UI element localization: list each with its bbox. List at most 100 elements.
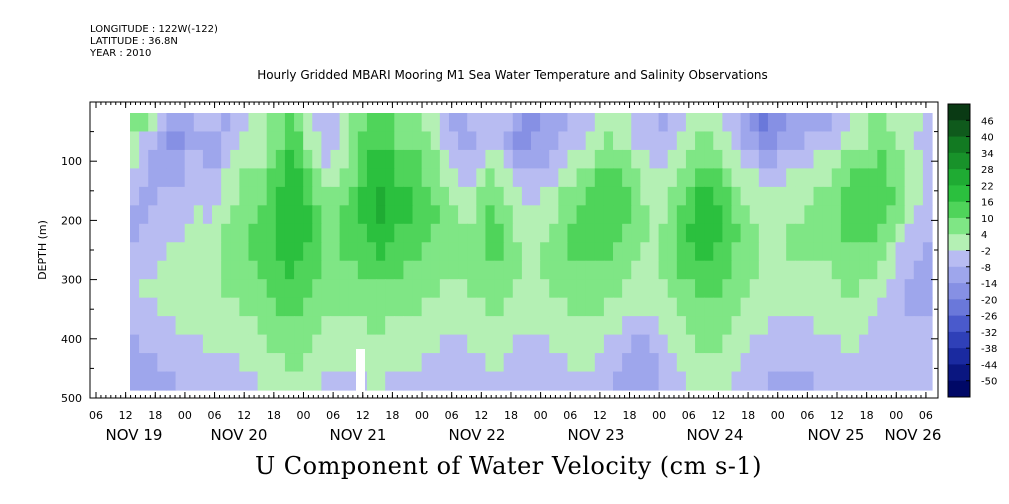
heatmap-cell (312, 205, 322, 225)
heatmap-cell (658, 223, 669, 243)
heatmap-cell (667, 242, 678, 262)
heatmap-cell (649, 371, 660, 391)
heatmap-cell (421, 131, 432, 151)
x-hour-label: 12 (356, 409, 370, 422)
heatmap-cell (212, 260, 222, 280)
heatmap-cell (467, 242, 477, 262)
colorbar: 46 40 34 28 22 16 10 4 -2 -8 -14 -20 -26 -32 -38 -44 -50 (947, 103, 997, 398)
heatmap-cell (531, 242, 541, 262)
heatmap-cell (157, 260, 168, 280)
heatmap-cell (594, 297, 605, 317)
heatmap-cell (631, 316, 641, 336)
heatmap-cell (421, 334, 432, 354)
heatmap-cell (212, 316, 222, 336)
heatmap-cell (448, 168, 459, 188)
heatmap-cell (339, 297, 350, 317)
heatmap-cell (485, 113, 496, 133)
heatmap-cell (813, 334, 824, 354)
heatmap-cell (248, 260, 259, 280)
heatmap-cell (640, 186, 651, 206)
heatmap-cell (685, 371, 696, 391)
heatmap-cell (312, 316, 322, 336)
heatmap-cell (822, 242, 833, 262)
heatmap-cell (303, 297, 313, 317)
heatmap-cell (649, 223, 660, 243)
heatmap-cell (767, 205, 778, 225)
heatmap-cell (348, 297, 359, 317)
heatmap-cell (439, 242, 450, 262)
heatmap-cell (166, 334, 177, 354)
heatmap-cell (886, 168, 897, 188)
heatmap-cell (275, 260, 286, 280)
heatmap-cell (239, 205, 250, 225)
heatmap-cell (540, 260, 550, 280)
heatmap-cell (230, 168, 240, 188)
heatmap-cell (248, 371, 259, 391)
heatmap-cell (740, 205, 751, 225)
heatmap-cell (913, 334, 924, 354)
heatmap-cell (412, 168, 423, 188)
colorbar-swatch (948, 299, 970, 317)
heatmap-cell (503, 297, 514, 317)
x-day-label: NOV 22 (449, 426, 506, 444)
heatmap-cell (722, 205, 733, 225)
x-hour-label: 06 (445, 409, 459, 422)
heatmap-cell (266, 168, 277, 188)
heatmap-cell (786, 113, 796, 133)
heatmap-cell (713, 353, 723, 373)
heatmap-cell (813, 149, 824, 169)
heatmap-cell (494, 353, 505, 373)
heatmap-cell (859, 168, 869, 188)
heatmap-cell (385, 297, 395, 317)
heatmap-cell (922, 260, 933, 280)
heatmap-cell (904, 168, 915, 188)
heatmap-cell (348, 353, 359, 373)
heatmap-cell (266, 371, 277, 391)
x-hour-label: 06 (800, 409, 814, 422)
heatmap-cell (202, 205, 213, 225)
heatmap-cell (813, 260, 824, 280)
heatmap-cell (412, 131, 423, 151)
heatmap-cell (303, 334, 313, 354)
heatmap-cell (831, 334, 842, 354)
colorbar-label: 34 (981, 149, 994, 160)
heatmap-cell (193, 149, 204, 169)
heatmap-cell (503, 260, 514, 280)
heatmap-cell (130, 334, 140, 354)
heatmap-cell (467, 205, 477, 225)
heatmap-cell (312, 186, 322, 206)
heatmap-cell (330, 371, 341, 391)
heatmap-cell (658, 242, 669, 262)
heatmap-cell (531, 334, 541, 354)
heatmap-cell (713, 223, 723, 243)
heatmap-cell (813, 279, 824, 299)
heatmap-cell (448, 371, 459, 391)
heatmap-cell (321, 149, 332, 169)
heatmap-cell (913, 168, 924, 188)
heatmap-cell (193, 242, 204, 262)
heatmap-cell (148, 113, 158, 133)
heatmap-cell (567, 279, 578, 299)
heatmap-cell (740, 334, 751, 354)
heatmap-cell (512, 223, 523, 243)
heatmap-cell (567, 131, 578, 151)
heatmap-cell (130, 353, 140, 373)
heatmap-cell (831, 186, 842, 206)
heatmap-cell (485, 316, 496, 336)
heatmap-cell (266, 260, 277, 280)
heatmap-cell (603, 149, 614, 169)
heatmap-cell (868, 334, 878, 354)
heatmap-cell (767, 113, 778, 133)
heatmap-cell (795, 223, 806, 243)
heatmap-cell (840, 279, 851, 299)
heatmap-cell (284, 260, 295, 280)
heatmap-cell (540, 149, 550, 169)
heatmap-cell (339, 353, 350, 373)
heatmap-cell (640, 297, 651, 317)
heatmap-cell (321, 353, 332, 373)
heatmap-cell (731, 113, 742, 133)
heatmap-cell (239, 186, 250, 206)
heatmap-cell (886, 113, 897, 133)
heatmap-cell (704, 334, 714, 354)
